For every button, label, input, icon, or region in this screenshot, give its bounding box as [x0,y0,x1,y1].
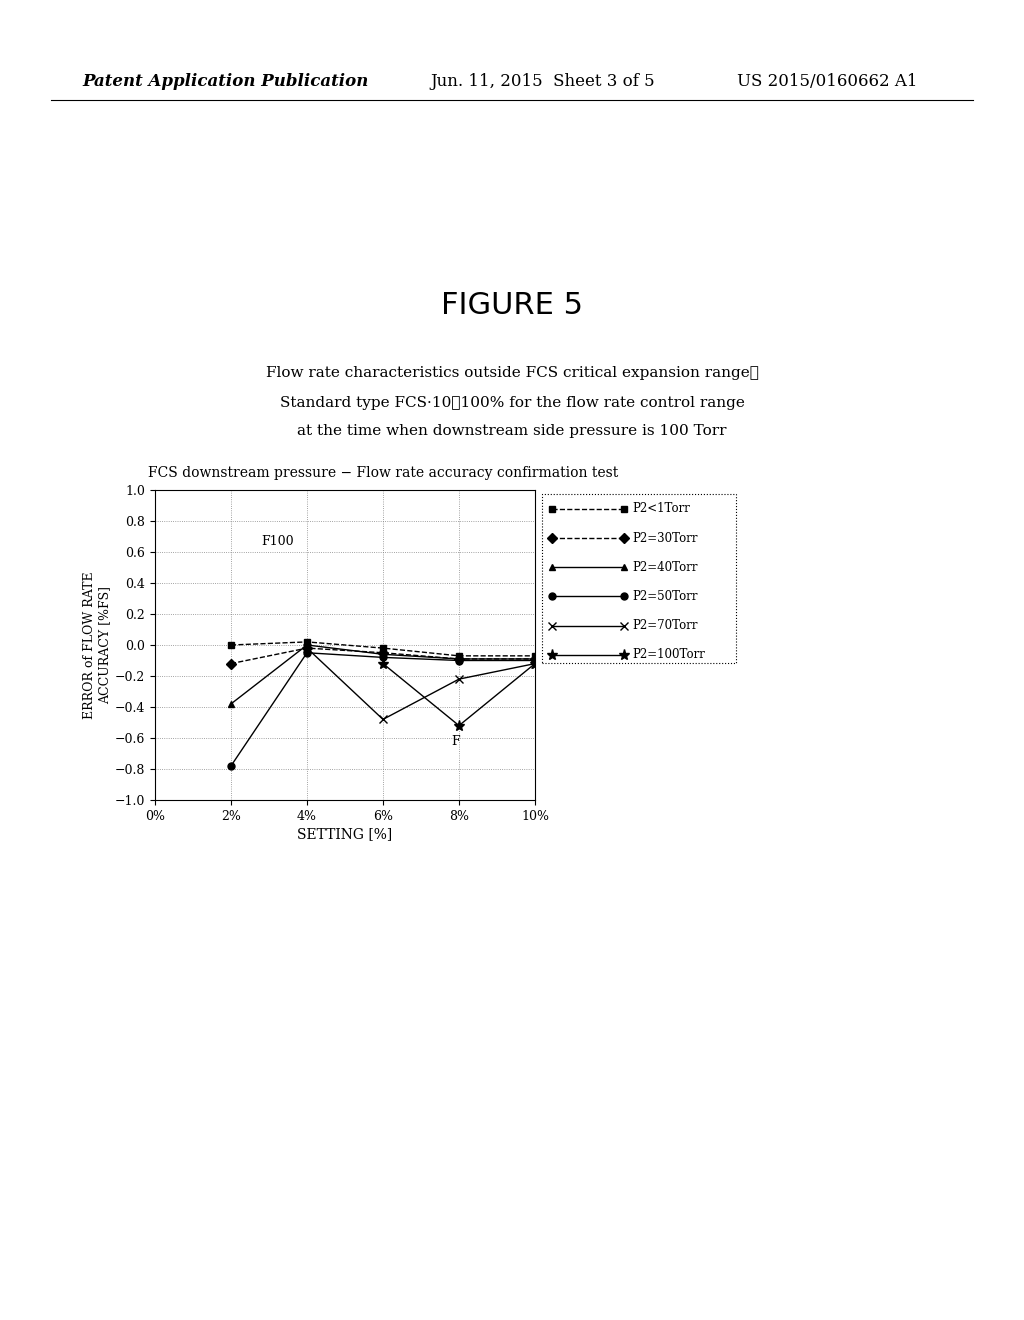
X-axis label: SETTING [%]: SETTING [%] [297,826,392,841]
Text: Patent Application Publication: Patent Application Publication [82,73,369,90]
Text: F: F [452,735,460,747]
Y-axis label: ERROR of FLOW RATE
ACCURACY [%FS]: ERROR of FLOW RATE ACCURACY [%FS] [83,572,111,719]
Text: US 2015/0160662 A1: US 2015/0160662 A1 [737,73,918,90]
Text: Standard type FCS·10～100% for the flow rate control range: Standard type FCS·10～100% for the flow r… [280,396,744,411]
Text: Jun. 11, 2015  Sheet 3 of 5: Jun. 11, 2015 Sheet 3 of 5 [430,73,654,90]
Text: P2=70Torr: P2=70Torr [632,619,697,632]
Text: F100: F100 [261,535,294,548]
Text: at the time when downstream side pressure is 100 Torr: at the time when downstream side pressur… [297,424,727,438]
FancyBboxPatch shape [542,494,736,663]
Text: P2=50Torr: P2=50Torr [632,590,697,603]
Text: P2<1Torr: P2<1Torr [632,503,690,515]
Text: Flow rate characteristics outside FCS critical expansion range：: Flow rate characteristics outside FCS cr… [265,366,759,380]
Text: P2=100Torr: P2=100Torr [632,648,705,661]
Text: P2=40Torr: P2=40Torr [632,561,697,574]
Text: P2=30Torr: P2=30Torr [632,532,697,545]
Text: FCS downstream pressure − Flow rate accuracy confirmation test: FCS downstream pressure − Flow rate accu… [148,466,618,480]
Text: FIGURE 5: FIGURE 5 [441,290,583,319]
